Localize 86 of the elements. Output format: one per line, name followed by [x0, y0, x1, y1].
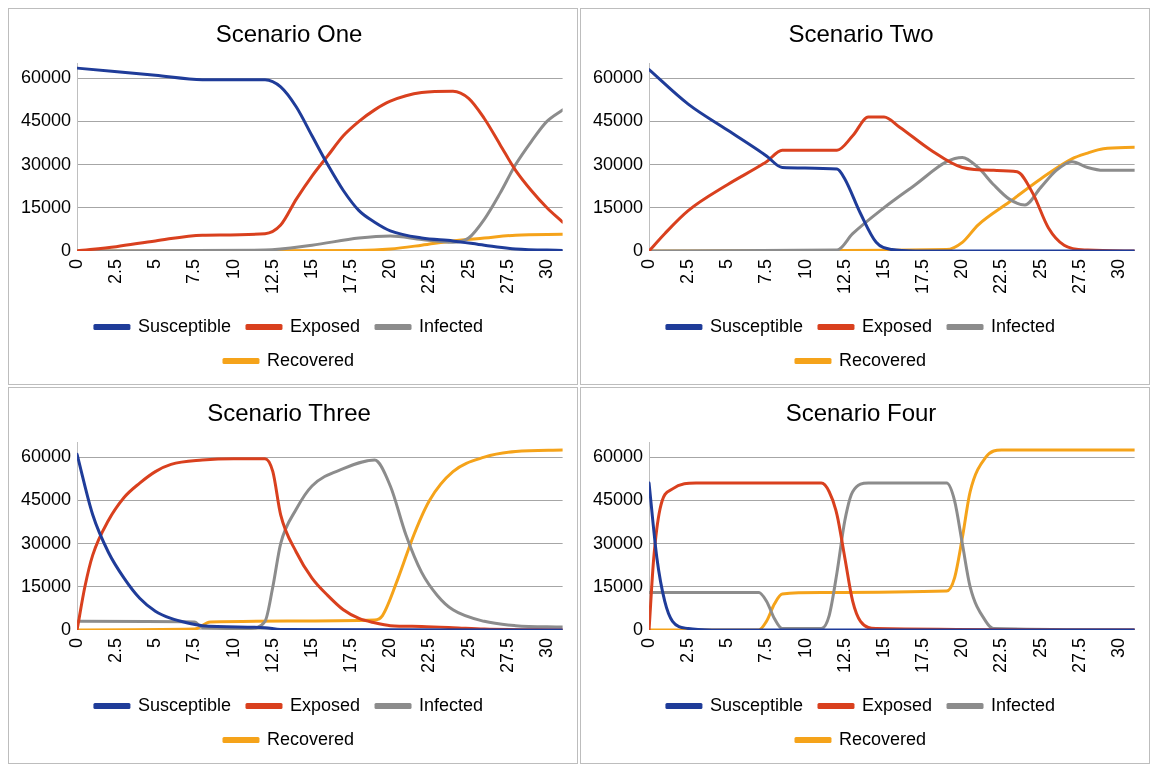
- y-tick-label: 30000: [592, 532, 644, 553]
- x-tick-label: 17.5: [340, 258, 361, 295]
- x-tick-label: 12.5: [833, 258, 854, 295]
- y-tick-label: 30000: [592, 153, 644, 174]
- y-tick-label: 15000: [20, 575, 72, 596]
- x-tick-label: 22.5: [990, 258, 1011, 295]
- x-tick-label: 17.5: [912, 637, 933, 674]
- x-tick-label: 2.5: [105, 258, 126, 284]
- y-tick-label: 60000: [592, 67, 644, 88]
- legend-label: Exposed: [289, 315, 361, 336]
- x-tick-label: 10: [794, 258, 815, 279]
- x-tick-label: 17.5: [912, 258, 933, 295]
- legend-label: Infected: [419, 315, 484, 336]
- x-tick-label: 7.5: [183, 258, 204, 284]
- legend-label: Infected: [991, 694, 1056, 715]
- chart-title: Scenario Two: [788, 20, 934, 48]
- y-tick-label: 15000: [592, 196, 644, 217]
- x-tick-label: 27.5: [1068, 258, 1089, 295]
- x-tick-label: 5: [144, 637, 165, 648]
- x-tick-label: 22.5: [990, 637, 1011, 674]
- legend-label: Exposed: [861, 315, 933, 336]
- x-tick-label: 30: [535, 637, 556, 658]
- x-tick-label: 22.5: [418, 637, 439, 674]
- y-tick-label: 60000: [592, 446, 644, 467]
- legend-label: Recovered: [838, 728, 927, 749]
- x-tick-label: 25: [1029, 258, 1050, 279]
- y-tick-label: 45000: [592, 110, 644, 131]
- line-series: [649, 481, 1135, 630]
- legend-label: Recovered: [266, 728, 355, 749]
- x-tick-label: 12.5: [261, 637, 282, 674]
- legend-label: Recovered: [266, 349, 355, 370]
- legend-label: Exposed: [861, 694, 933, 715]
- x-tick-label: 27.5: [496, 637, 517, 674]
- x-tick-label: 22.5: [418, 258, 439, 295]
- x-tick-label: 25: [457, 637, 478, 658]
- x-tick-label: 5: [716, 637, 737, 648]
- x-tick-label: 7.5: [183, 637, 204, 663]
- x-tick-label: 5: [716, 258, 737, 269]
- x-tick-label: 20: [379, 637, 400, 658]
- legend-label: Infected: [419, 694, 484, 715]
- x-tick-label: 20: [951, 258, 972, 279]
- y-tick-label: 60000: [20, 67, 72, 88]
- x-tick-label: 10: [222, 258, 243, 279]
- y-tick-label: 60000: [20, 446, 72, 467]
- x-tick-label: 12.5: [261, 258, 282, 295]
- x-tick-label: 17.5: [340, 637, 361, 674]
- y-tick-label: 45000: [20, 489, 72, 510]
- x-tick-label: 10: [222, 637, 243, 658]
- legend-label: Susceptible: [137, 315, 231, 336]
- legend-label: Susceptible: [137, 694, 231, 715]
- x-tick-label: 5: [144, 258, 165, 269]
- x-tick-label: 30: [1107, 258, 1128, 279]
- x-tick-label: 10: [794, 637, 815, 658]
- y-tick-label: 45000: [592, 489, 644, 510]
- x-tick-label: 2.5: [677, 637, 698, 663]
- x-tick-label: 15: [872, 637, 893, 658]
- x-tick-label: 25: [457, 258, 478, 279]
- x-tick-label: 2.5: [677, 258, 698, 284]
- x-tick-label: 7.5: [755, 637, 776, 663]
- x-tick-label: 27.5: [496, 258, 517, 295]
- legend-label: Exposed: [289, 694, 361, 715]
- x-tick-label: 25: [1029, 637, 1050, 658]
- x-tick-label: 20: [379, 258, 400, 279]
- legend-label: Susceptible: [709, 315, 803, 336]
- x-tick-label: 7.5: [755, 258, 776, 284]
- x-tick-label: 12.5: [833, 637, 854, 674]
- chart-title: Scenario Three: [207, 399, 371, 427]
- x-tick-label: 2.5: [105, 637, 126, 663]
- x-tick-label: 15: [872, 258, 893, 279]
- chart-title: Scenario Four: [785, 399, 937, 427]
- legend-label: Infected: [991, 315, 1056, 336]
- legend-label: Recovered: [838, 349, 927, 370]
- x-tick-label: 15: [300, 258, 321, 279]
- line-series: [649, 68, 1135, 251]
- y-tick-label: 45000: [20, 110, 72, 131]
- x-tick-label: 27.5: [1068, 637, 1089, 674]
- y-tick-label: 30000: [20, 153, 72, 174]
- x-tick-label: 30: [535, 258, 556, 279]
- x-tick-label: 20: [951, 637, 972, 658]
- y-tick-label: 15000: [592, 575, 644, 596]
- chart-title: Scenario One: [215, 20, 363, 48]
- x-tick-label: 30: [1107, 637, 1128, 658]
- y-tick-label: 30000: [20, 532, 72, 553]
- legend-label: Susceptible: [709, 694, 803, 715]
- x-tick-label: 15: [300, 637, 321, 658]
- y-tick-label: 15000: [20, 196, 72, 217]
